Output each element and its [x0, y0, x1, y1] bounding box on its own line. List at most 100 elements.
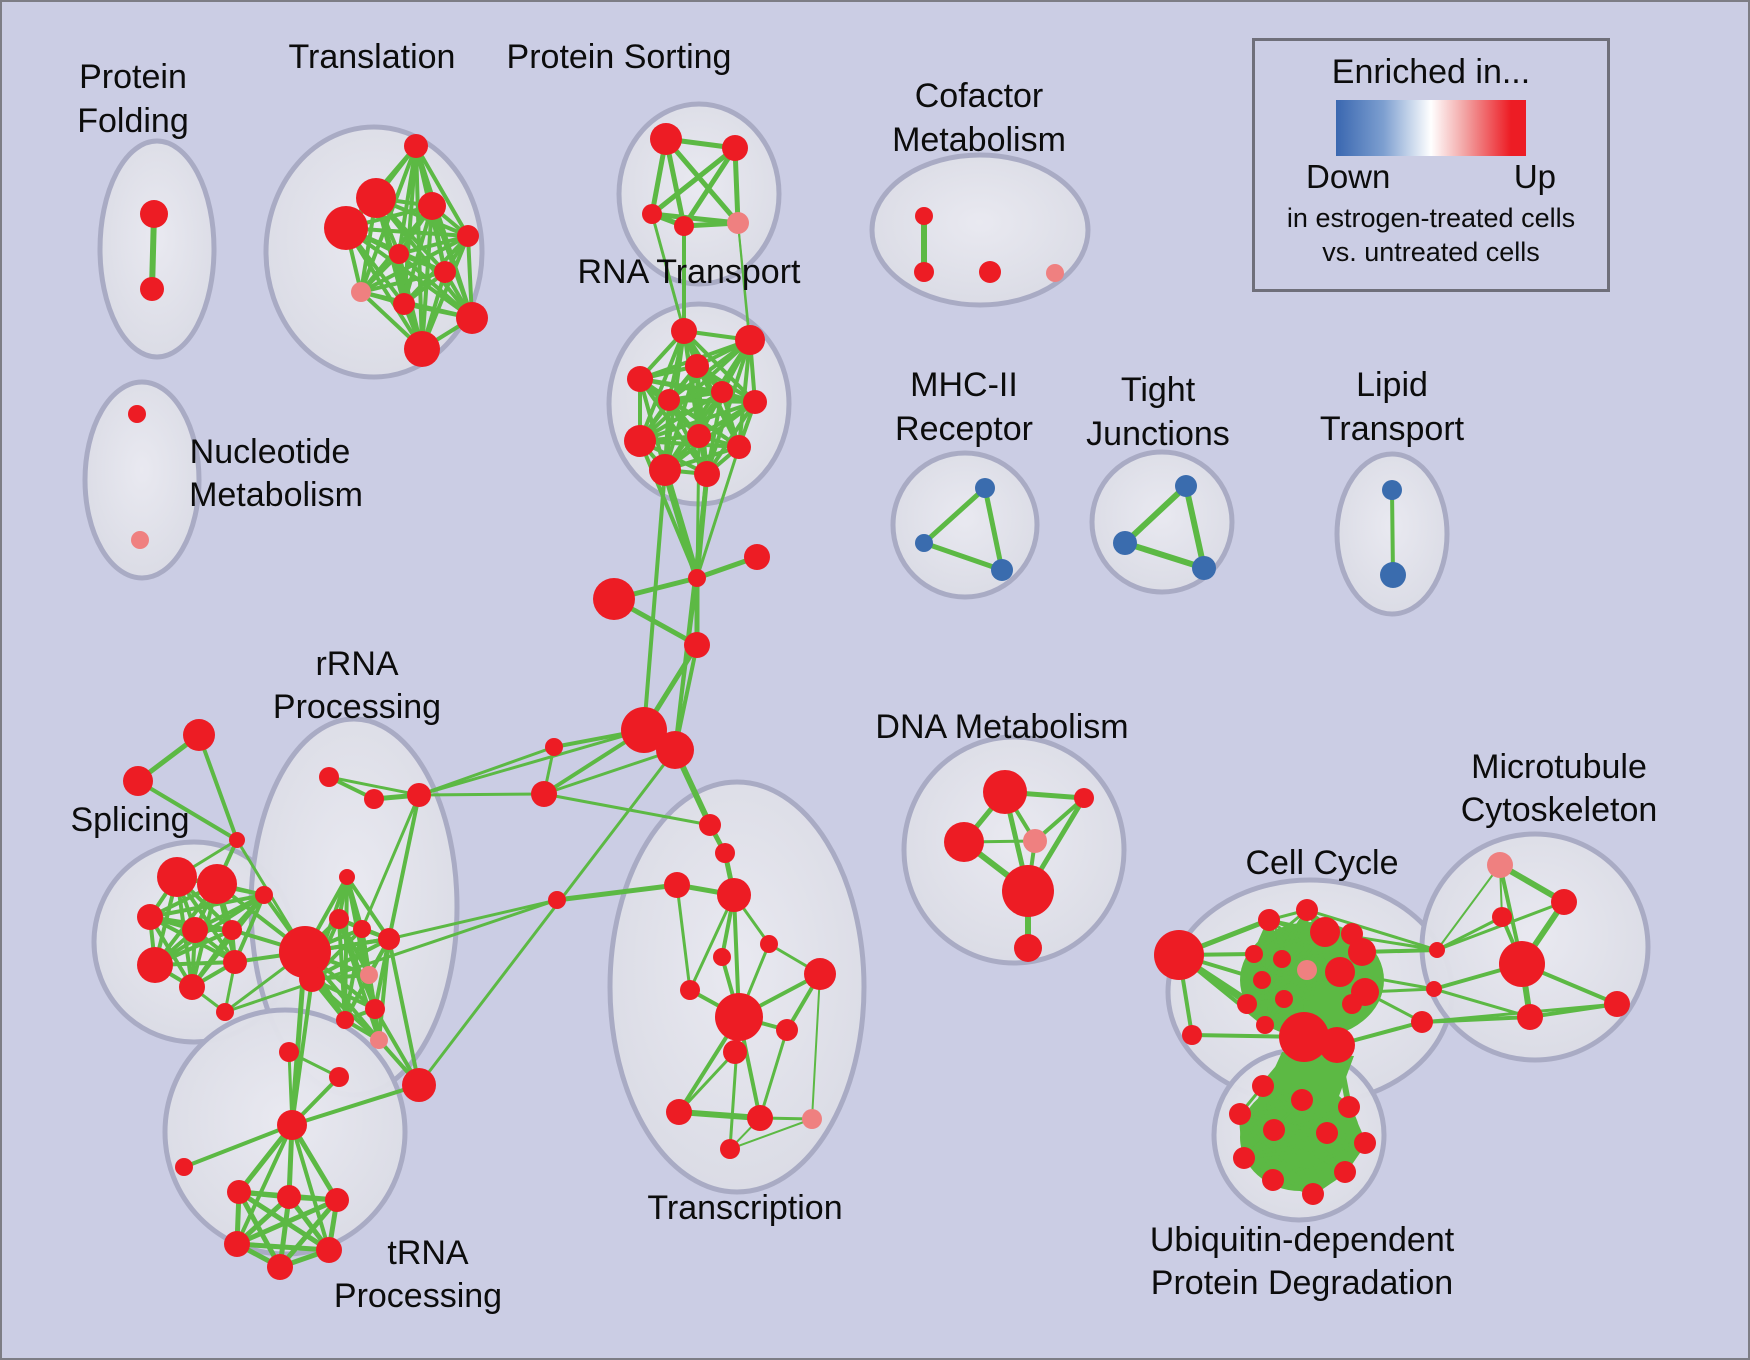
- network-node-t11[interactable]: [404, 331, 440, 367]
- network-node-rhub2[interactable]: [299, 966, 325, 992]
- network-node-sp7[interactable]: [179, 974, 205, 1000]
- network-node-lp1[interactable]: [1382, 480, 1402, 500]
- network-node-d5[interactable]: [1002, 865, 1054, 917]
- network-node-tg3[interactable]: [229, 832, 245, 848]
- network-node-br3[interactable]: [1411, 1011, 1433, 1033]
- network-node-ps3[interactable]: [642, 204, 662, 224]
- network-node-t9[interactable]: [393, 293, 415, 315]
- network-node-mt3[interactable]: [1499, 941, 1545, 987]
- network-node-rt5[interactable]: [658, 389, 680, 411]
- network-node-rt3[interactable]: [685, 354, 709, 378]
- network-node-u1[interactable]: [1252, 1075, 1274, 1097]
- network-node-rr11[interactable]: [370, 1031, 388, 1049]
- network-node-rt9[interactable]: [687, 424, 711, 448]
- network-node-cc2[interactable]: [1296, 899, 1318, 921]
- network-node-cchub1[interactable]: [1279, 1012, 1329, 1062]
- network-node-sp1[interactable]: [157, 857, 197, 897]
- network-node-cc7[interactable]: [1237, 994, 1257, 1014]
- network-node-sp9[interactable]: [255, 886, 273, 904]
- network-node-tr7[interactable]: [680, 980, 700, 1000]
- network-node-d2[interactable]: [1074, 788, 1094, 808]
- network-node-rr10[interactable]: [336, 1011, 354, 1029]
- network-node-tn1[interactable]: [227, 1180, 251, 1204]
- network-node-cc6[interactable]: [1253, 971, 1271, 989]
- network-node-j3[interactable]: [593, 578, 635, 620]
- network-node-rhub[interactable]: [279, 926, 331, 978]
- network-node-j2[interactable]: [744, 544, 770, 570]
- network-node-rt1[interactable]: [671, 318, 697, 344]
- network-node-ps5[interactable]: [727, 212, 749, 234]
- network-node-ti3[interactable]: [1192, 556, 1216, 580]
- network-node-d6[interactable]: [1014, 934, 1042, 962]
- network-node-mt4[interactable]: [1517, 1004, 1543, 1030]
- network-node-u6[interactable]: [1316, 1122, 1338, 1144]
- network-node-u10[interactable]: [1262, 1169, 1284, 1191]
- network-node-tn5[interactable]: [316, 1237, 342, 1263]
- network-node-sp3[interactable]: [137, 904, 163, 930]
- network-node-ps1[interactable]: [650, 123, 682, 155]
- network-node-tr2[interactable]: [715, 843, 735, 863]
- network-node-pf1[interactable]: [140, 200, 168, 228]
- network-node-sp2[interactable]: [197, 864, 237, 904]
- network-node-hub1[interactable]: [621, 707, 667, 753]
- network-node-j1[interactable]: [688, 569, 706, 587]
- network-node-rr15[interactable]: [402, 1068, 436, 1102]
- network-node-u5[interactable]: [1263, 1119, 1285, 1141]
- network-node-cc1[interactable]: [1258, 909, 1280, 931]
- network-node-tr10[interactable]: [776, 1019, 798, 1041]
- network-node-sp6[interactable]: [137, 947, 173, 983]
- network-node-rr6[interactable]: [353, 920, 371, 938]
- network-node-c3[interactable]: [548, 891, 566, 909]
- network-node-cc4[interactable]: [1273, 950, 1291, 968]
- network-node-tn4[interactable]: [224, 1231, 250, 1257]
- network-node-rr9[interactable]: [365, 999, 385, 1019]
- network-node-sp8[interactable]: [223, 950, 247, 974]
- network-node-br2[interactable]: [1426, 981, 1442, 997]
- network-node-d3[interactable]: [944, 822, 984, 862]
- network-node-cc15[interactable]: [1342, 994, 1362, 1014]
- network-node-c1[interactable]: [545, 738, 563, 756]
- network-node-ti1[interactable]: [1175, 475, 1197, 497]
- network-node-tn3[interactable]: [325, 1188, 349, 1212]
- network-node-br1[interactable]: [1429, 942, 1445, 958]
- network-node-m2[interactable]: [915, 534, 933, 552]
- network-node-ps4[interactable]: [674, 216, 694, 236]
- network-node-mt1[interactable]: [1551, 889, 1577, 915]
- network-node-u8[interactable]: [1233, 1147, 1255, 1169]
- network-node-d1[interactable]: [983, 770, 1027, 814]
- network-node-cc10[interactable]: [1310, 917, 1340, 947]
- network-node-hub2[interactable]: [656, 731, 694, 769]
- network-node-j4[interactable]: [684, 632, 710, 658]
- network-node-nm2[interactable]: [131, 531, 149, 549]
- network-node-tg1[interactable]: [183, 719, 215, 751]
- network-node-cc9[interactable]: [1256, 1016, 1274, 1034]
- network-node-rr13[interactable]: [329, 1067, 349, 1087]
- network-node-pf2[interactable]: [140, 277, 164, 301]
- network-node-t1[interactable]: [404, 134, 428, 158]
- network-node-tr14[interactable]: [802, 1109, 822, 1129]
- network-node-ps2[interactable]: [722, 135, 748, 161]
- network-node-d4[interactable]: [1023, 829, 1047, 853]
- network-node-tr12[interactable]: [666, 1099, 692, 1125]
- network-node-cc8[interactable]: [1275, 990, 1293, 1008]
- network-node-rt6[interactable]: [711, 381, 733, 403]
- network-node-u7[interactable]: [1354, 1132, 1376, 1154]
- network-node-sp10[interactable]: [216, 1003, 234, 1021]
- network-node-cc13[interactable]: [1325, 957, 1355, 987]
- network-node-rr1[interactable]: [319, 767, 339, 787]
- network-node-cf1[interactable]: [915, 207, 933, 225]
- network-node-rr5[interactable]: [329, 909, 349, 929]
- network-node-u9[interactable]: [1334, 1161, 1356, 1183]
- network-node-u11[interactable]: [1302, 1183, 1324, 1205]
- network-node-sp4[interactable]: [182, 917, 208, 943]
- network-node-tn2[interactable]: [277, 1185, 301, 1209]
- network-node-nm1[interactable]: [128, 405, 146, 423]
- network-node-t6[interactable]: [457, 225, 479, 247]
- network-node-lp2[interactable]: [1380, 562, 1406, 588]
- network-node-rt12[interactable]: [694, 461, 720, 487]
- network-node-tnh[interactable]: [277, 1110, 307, 1140]
- network-node-u2[interactable]: [1291, 1089, 1313, 1111]
- network-node-cf2[interactable]: [914, 262, 934, 282]
- network-node-t8[interactable]: [351, 282, 371, 302]
- network-node-sp5[interactable]: [222, 920, 242, 940]
